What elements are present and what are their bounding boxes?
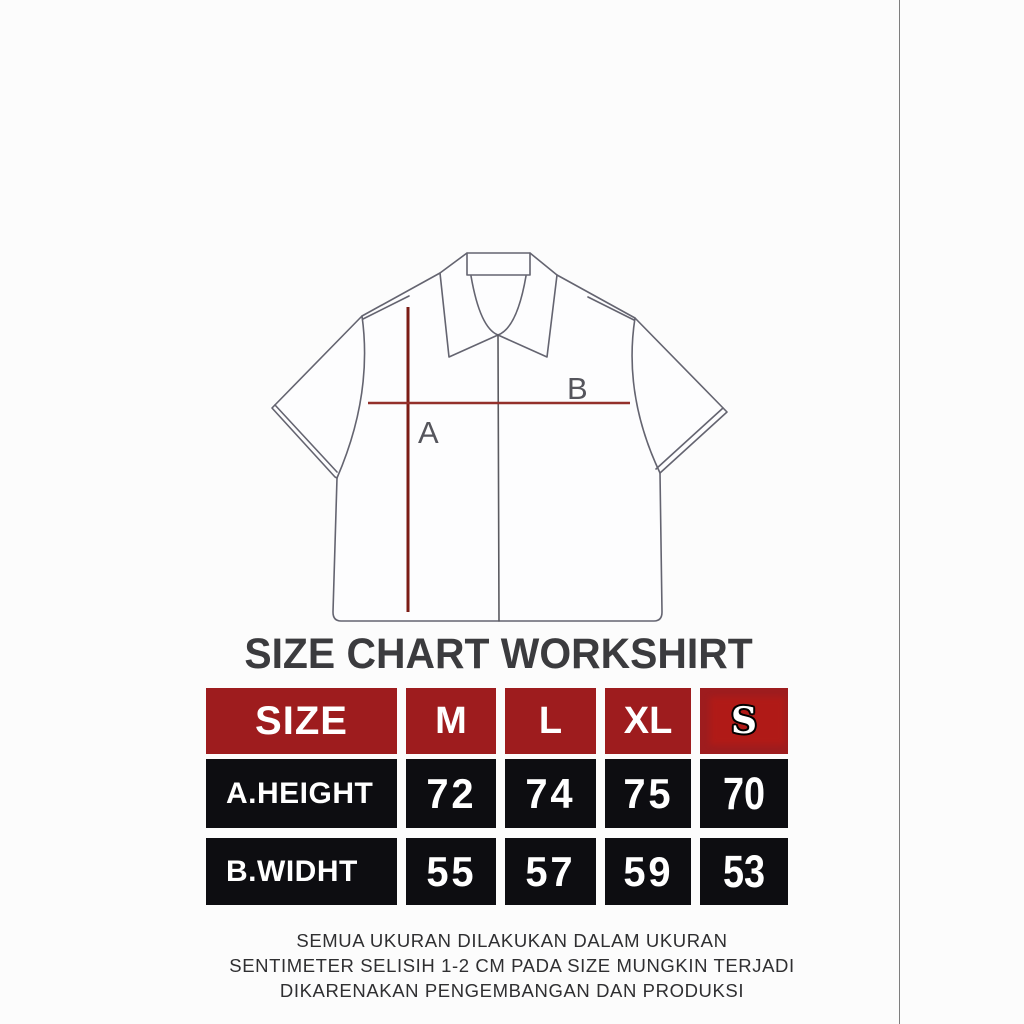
header-cell-xl: XL (605, 688, 691, 754)
table-header-row: SIZE M L XL S (206, 688, 788, 754)
footer-line-1: SEMUA UKURAN DILAKUKAN DALAM UKURAN (296, 930, 728, 951)
table-row-height: A.HEIGHT 72 74 75 70 (206, 759, 788, 828)
header-cell-l: L (505, 688, 596, 754)
size-chart-table: SIZE M L XL S A.HEIGHT 72 74 75 70 B.WID… (206, 688, 788, 905)
page-edge-line (899, 0, 900, 1024)
value-text: 72 (425, 769, 477, 817)
footer-line-2: SENTIMETER SELISIH 1-2 CM PADA SIZE MUNG… (229, 955, 795, 976)
workshirt-diagram: A B (265, 240, 735, 630)
value-text: 74 (525, 769, 576, 817)
value-width-l: 57 (505, 838, 596, 905)
cuff-lines (274, 404, 724, 473)
value-height-l: 74 (505, 759, 596, 828)
value-height-xl: 75 (605, 759, 691, 828)
row-label-width: B.WIDHT (206, 838, 397, 905)
value-text: 53 (722, 845, 766, 897)
value-height-m: 72 (406, 759, 496, 828)
value-height-s: 70 (700, 759, 788, 828)
page-title: SIZE CHART WORKSHIRT (244, 630, 753, 678)
header-cell-m: M (406, 688, 496, 754)
value-width-s: 53 (700, 838, 788, 905)
collar-left-flap (439, 272, 499, 358)
table-row-width: B.WIDHT 55 57 59 53 (206, 838, 788, 905)
value-width-m: 55 (406, 838, 496, 905)
yoke-seams (362, 295, 635, 321)
shirt-outline (271, 252, 728, 622)
red-patch-overlay (710, 697, 785, 745)
header-s-glyph: S (731, 700, 757, 742)
workshirt-svg: A B (271, 252, 728, 622)
footer-note: SEMUA UKURAN DILAKUKAN DALAM UKURAN SENT… (0, 928, 1024, 1003)
value-text: 59 (622, 847, 674, 895)
value-text: 57 (525, 847, 576, 895)
header-cell-s: S (700, 688, 788, 754)
footer-line-3: DIKARENAKAN PENGEMBANGAN DAN PRODUKSI (279, 980, 745, 1001)
value-text: 75 (622, 769, 674, 817)
collar-right-flap (497, 274, 558, 358)
value-text: 55 (425, 847, 477, 895)
measure-label-a: A (418, 415, 439, 450)
value-text: 70 (722, 767, 766, 819)
measure-label-b: B (567, 371, 588, 406)
header-cell-size: SIZE (206, 688, 397, 754)
row-label-height: A.HEIGHT (206, 759, 397, 828)
collar-band (466, 252, 531, 276)
armhole-seams (336, 315, 661, 479)
value-width-xl: 59 (605, 838, 691, 905)
neckline (470, 275, 527, 336)
placket-line (497, 334, 500, 622)
